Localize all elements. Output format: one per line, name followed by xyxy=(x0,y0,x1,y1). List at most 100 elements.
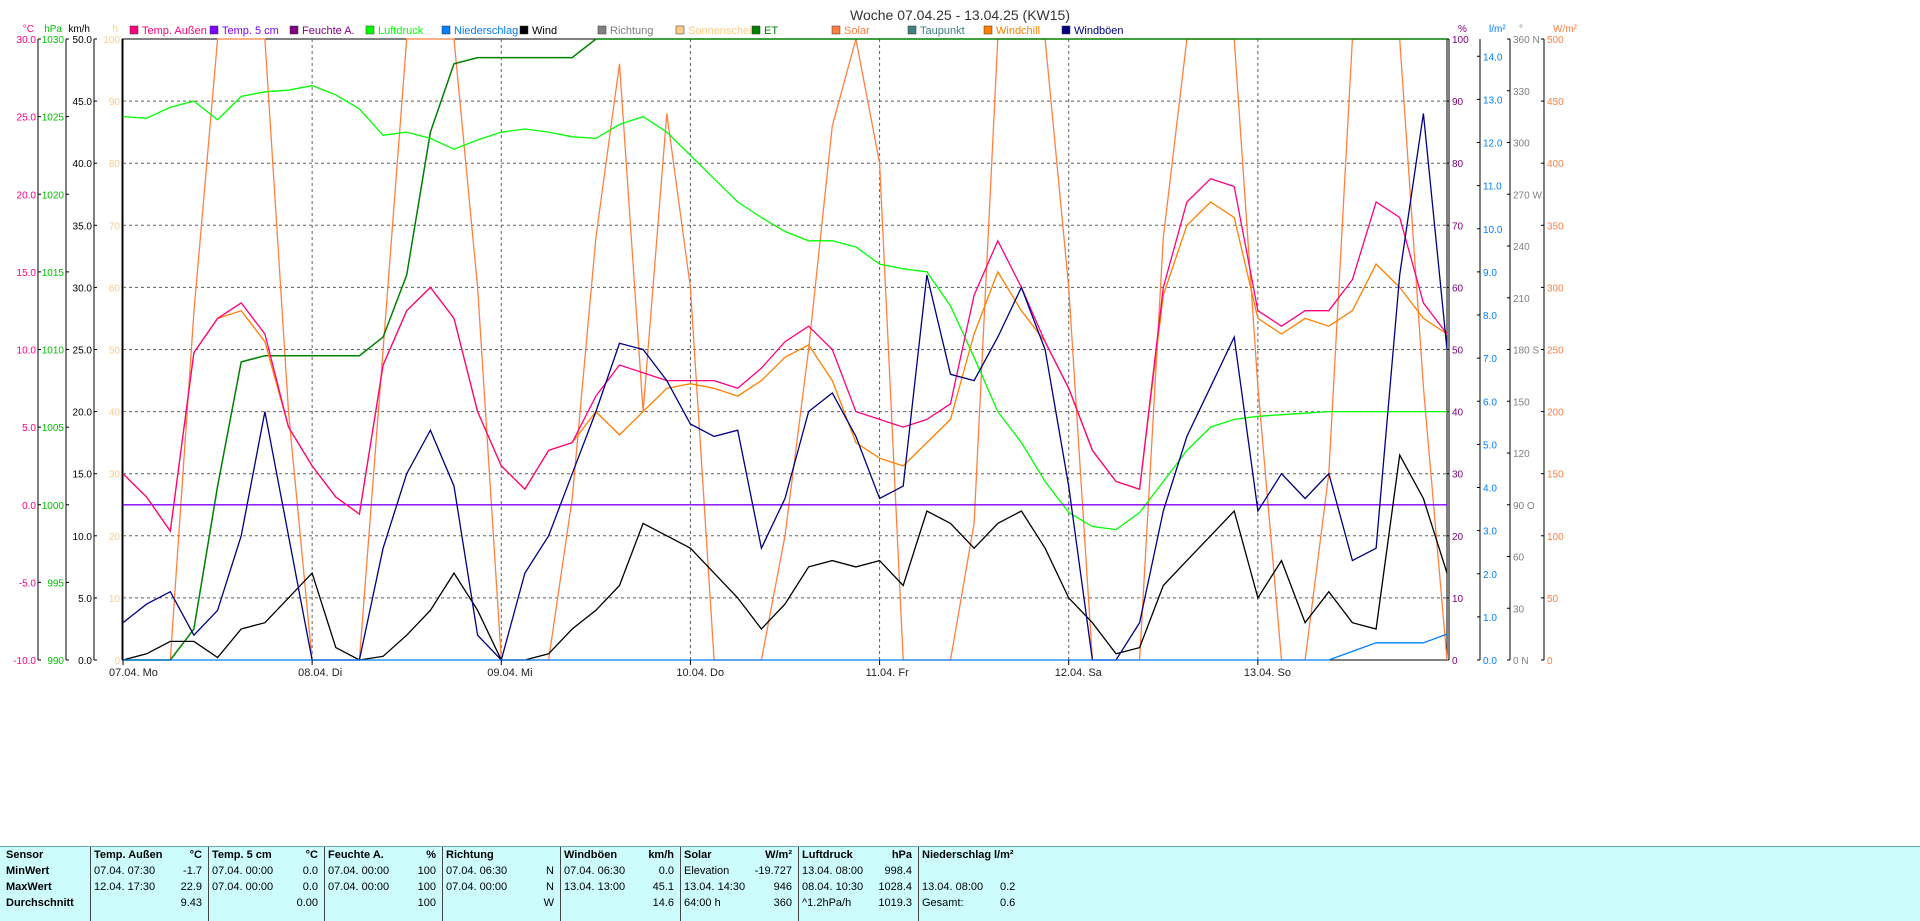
y-axis-tick-label: 1010 xyxy=(42,346,65,357)
y-axis-tick-label: 240 xyxy=(1513,242,1530,253)
stats-value: W xyxy=(543,897,554,909)
stats-unit: hPa xyxy=(891,849,912,861)
stats-value: 1019.3 xyxy=(878,897,912,909)
y-axis-tick-label: 50 xyxy=(1547,594,1559,605)
stats-date: 64:00 h xyxy=(684,897,721,909)
stats-value: 0.0 xyxy=(302,881,318,893)
stats-col-sensor: Sensor MinWert MaxWert Durchschnitt xyxy=(0,847,91,921)
y-axis-tick-label: 15.0 xyxy=(73,470,93,481)
y-axis-tick-label: 10 xyxy=(109,594,121,605)
y-axis-tick-label: 0.0 xyxy=(78,656,92,667)
y-axis-tick-label: 40 xyxy=(109,408,121,419)
y-axis-tick-label: 1030 xyxy=(42,35,65,46)
y-axis-tick-label: 20.0 xyxy=(73,408,93,419)
stats-label: Solar xyxy=(684,849,712,861)
stats-value: 14.6 xyxy=(652,897,674,909)
legend-swatch xyxy=(751,25,761,35)
stats-date: 07.04. 00:00 xyxy=(328,881,390,893)
y-axis-tick-label: 80 xyxy=(109,159,121,170)
y-axis-tick-label: 20 xyxy=(109,532,121,543)
y-axis-tick-label: 250 xyxy=(1547,346,1564,357)
y-axis-tick-label: 60 xyxy=(1452,283,1464,294)
stats-maxwert-label: MaxWert xyxy=(6,881,52,893)
stats-value: 9.43 xyxy=(180,897,202,909)
y-axis-tick-label: 5.0 xyxy=(22,423,36,434)
series-line-et xyxy=(123,38,1447,661)
legend-label: Luftdruck xyxy=(378,25,424,37)
stats-avg-label: Durchschnitt xyxy=(6,897,74,909)
y-axis-tick-label: 150 xyxy=(1513,397,1530,408)
y-axis-tick-label: 2.0 xyxy=(1483,570,1497,581)
stats-value: N xyxy=(546,865,554,877)
stats-date: 07.04. 00:00 xyxy=(212,865,274,877)
y-axis-tick-label: 50.0 xyxy=(73,35,93,46)
stats-value: 1028.4 xyxy=(878,881,912,893)
legend-label: Windchill xyxy=(996,25,1040,37)
y-axis-tick-label: 1020 xyxy=(42,190,65,201)
stats-date: 13.04. 08:00 xyxy=(922,881,984,893)
legend-label: Taupunkt xyxy=(920,25,965,37)
y-axis-tick-label: 30.0 xyxy=(73,283,93,294)
stats-date: 08.04. 10:30 xyxy=(802,881,864,893)
stats-value: 360 xyxy=(773,897,792,909)
chart-axes: °C30.025.020.015.010.05.00.0-5.0-10.0hPa… xyxy=(13,24,1577,667)
x-axis-tick-label: 07.04. Mo xyxy=(109,667,158,679)
stats-date: Gesamt: xyxy=(922,897,964,909)
y-axis-tick-label: 90 xyxy=(109,97,121,108)
chart-plot-area xyxy=(122,38,1448,662)
chart-title: Woche 07.04.25 - 13.04.25 (KW15) xyxy=(850,7,1070,23)
y-axis-tick-label: -10.0 xyxy=(13,656,36,667)
y-axis-tick-label: 11.0 xyxy=(1483,182,1502,193)
y-axis-tick-label: 9.0 xyxy=(1483,268,1497,279)
stats-date: 07.04. 00:00 xyxy=(446,881,508,893)
stats-date: 07.04. 07:30 xyxy=(94,865,156,877)
y-axis-tick-label: 80 xyxy=(1452,159,1464,170)
chart-legend: Temp. Außen Temp. 5 cm Feuchte A. Luftdruck… xyxy=(129,25,1124,37)
stats-date: 07.04. 06:30 xyxy=(446,865,508,877)
y-axis-tick-label: 1005 xyxy=(42,423,65,434)
x-axis-tick-label: 12.04. Sa xyxy=(1055,667,1103,679)
y-axis-tick-label: 100 xyxy=(1452,35,1469,46)
y-axis-tick-label: 60 xyxy=(109,283,121,294)
y-axis-tick-label: 10 xyxy=(1452,594,1464,605)
stats-value: 0.0 xyxy=(302,865,318,877)
stats-date: 07.04. 00:00 xyxy=(212,881,274,893)
y-axis-tick-label: 25.0 xyxy=(73,346,93,357)
y-axis-unit: % xyxy=(1458,24,1467,35)
y-axis-tick-label: 1015 xyxy=(42,268,65,279)
y-axis-tick-label: 30 xyxy=(1452,470,1464,481)
stats-col-solar: Solar W/m² Elevation -19.727 13.04. 14:30 9… xyxy=(680,847,799,921)
y-axis-unit: h xyxy=(112,24,118,35)
legend-swatch xyxy=(983,25,993,35)
stats-col-feuchte: Feuchte A.% 07.04. 00:00 100 07.04. 00:00… xyxy=(324,847,443,921)
stats-label: Windböen xyxy=(564,849,618,861)
y-axis-tick-label: 450 xyxy=(1547,97,1564,108)
y-axis-unit: ° xyxy=(1519,24,1523,35)
legend-swatch xyxy=(129,25,139,35)
stats-label: Luftdruck xyxy=(802,849,853,861)
x-axis-tick-label: 09.04. Mi xyxy=(487,667,532,679)
y-axis-tick-label: 14.0 xyxy=(1483,52,1503,63)
y-axis-tick-label: 0 xyxy=(1452,656,1458,667)
legend-label: Windböen xyxy=(1074,25,1124,37)
stats-unit: °C xyxy=(305,849,318,861)
stats-label: Temp. 5 cm xyxy=(212,849,272,861)
y-axis-tick-label: 50 xyxy=(109,346,121,357)
stats-label: Feuchte A. xyxy=(328,849,384,861)
legend-label: Richtung xyxy=(610,25,653,37)
y-axis-tick-label: 90 xyxy=(1452,97,1464,108)
y-axis-tick-label: 15.0 xyxy=(17,268,37,279)
stats-value: 22.9 xyxy=(180,881,202,893)
legend-swatch xyxy=(441,25,451,35)
weather-chart: Woche 07.04.25 - 13.04.25 (KW15) Temp. A… xyxy=(13,7,1577,679)
y-axis-tick-label: 330 xyxy=(1513,87,1530,98)
stats-col-niederschlag: Niederschlag l/m² 13.04. 08:00 0.2 Gesamt:… xyxy=(918,847,1028,921)
y-axis-tick-label: 10.0 xyxy=(1483,225,1503,236)
legend-swatch xyxy=(597,25,607,35)
y-axis-tick-label: 400 xyxy=(1547,159,1564,170)
y-axis-tick-label: 1000 xyxy=(42,501,65,512)
legend-label: Wind xyxy=(532,25,557,37)
y-axis-tick-label: 12.0 xyxy=(1483,139,1503,150)
y-axis-tick-label: 7.0 xyxy=(1483,354,1497,365)
stats-value: -1.7 xyxy=(183,865,202,877)
